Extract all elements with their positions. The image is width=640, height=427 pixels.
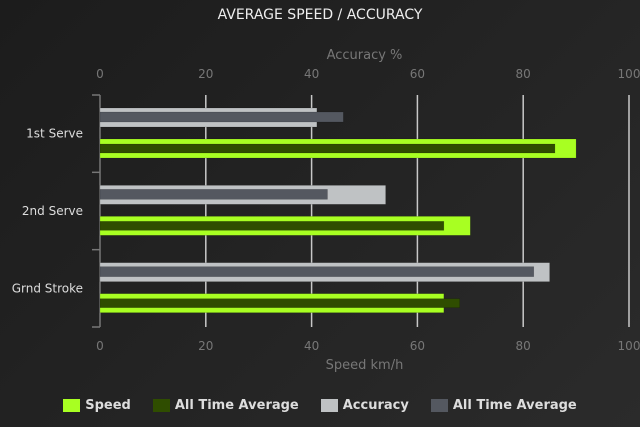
bottom-tick-label: 0 xyxy=(96,339,104,353)
category-label: 1st Serve xyxy=(26,127,83,141)
legend: Speed All Time Average Accuracy All Time Av… xyxy=(0,398,640,413)
speed-all-time-average-bar xyxy=(99,143,556,154)
legend-item: All Time Average xyxy=(430,398,577,413)
legend-item: All Time Average xyxy=(152,398,299,413)
legend-label: Accuracy xyxy=(342,398,409,413)
legend-label: Speed xyxy=(85,398,131,413)
chart-title: AVERAGE SPEED / ACCURACY xyxy=(217,7,423,23)
top-tick-label: 80 xyxy=(516,67,531,81)
top-tick-label: 40 xyxy=(304,67,319,81)
bottom-tick-label: 60 xyxy=(410,339,425,353)
accuracy-all-time-average-bar xyxy=(99,266,535,277)
accuracy-all-time-average-bar xyxy=(99,111,344,123)
speed-all-time-average-bar xyxy=(99,221,445,231)
bottom-tick-label: 40 xyxy=(304,339,319,353)
bottom-axis-title: Speed km/h xyxy=(326,358,404,373)
bottom-tick-label: 80 xyxy=(516,339,531,353)
legend-swatch xyxy=(63,399,81,412)
accuracy-all-time-average-bar xyxy=(99,189,328,200)
legend-swatch xyxy=(152,399,170,412)
legend-item: Speed xyxy=(63,398,131,413)
legend-label: All Time Average xyxy=(452,398,577,413)
bottom-tick-label: 20 xyxy=(198,339,213,353)
top-tick-label: 20 xyxy=(198,67,213,81)
top-tick-label: 60 xyxy=(410,67,425,81)
category-label: Grnd Stroke xyxy=(12,281,83,295)
category-label: 2nd Serve xyxy=(22,204,83,218)
speed-all-time-average-bar xyxy=(99,298,460,308)
legend-swatch xyxy=(430,399,448,412)
top-tick-label: 0 xyxy=(96,67,104,81)
bottom-tick-label: 100 xyxy=(618,339,640,353)
legend-label: All Time Average xyxy=(174,398,299,413)
top-tick-label: 100 xyxy=(618,67,640,81)
legend-swatch xyxy=(320,399,338,412)
legend-item: Accuracy xyxy=(320,398,409,413)
top-axis-title: Accuracy % xyxy=(327,48,403,63)
